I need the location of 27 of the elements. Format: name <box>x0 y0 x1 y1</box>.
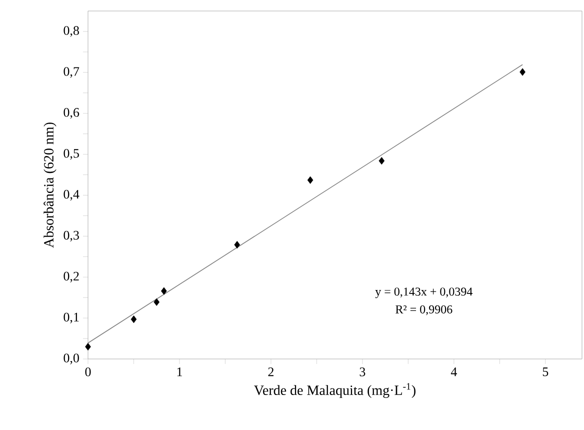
point <box>307 176 314 184</box>
x-tick-label: 0 <box>85 368 91 376</box>
y-tick-label: 0,4 <box>64 190 80 201</box>
point <box>520 68 526 76</box>
point <box>85 342 91 351</box>
y-tick-label: 0,3 <box>64 230 79 242</box>
point <box>234 240 240 249</box>
x-tick-label: 2 <box>268 368 274 376</box>
point <box>161 287 167 295</box>
y-axis-title: Absorbância (620 nm) <box>44 122 56 248</box>
x-tick-label: 3 <box>360 368 366 376</box>
point <box>130 315 137 324</box>
annotation: y = 0,143x + 0,0394 <box>375 288 472 298</box>
x-axis-title: Verde de Malaquita (mg·L$^{-1}$) <box>254 383 416 398</box>
y-tick-label: 0,0 <box>64 354 79 364</box>
y-tick-label: 0,2 <box>64 272 79 282</box>
point <box>154 298 160 306</box>
x-tick-label: 5 <box>542 368 548 376</box>
y-tick-label: 0,6 <box>64 108 80 119</box>
x-tick-label: 1 <box>177 368 182 376</box>
y-tick-label: 0,8 <box>64 26 79 37</box>
annotation: R² = 0,9906 <box>396 305 452 316</box>
x-tick-label: 4 <box>450 368 457 376</box>
y-tick-label: 0,5 <box>64 148 79 160</box>
y-tick-label: 0,1 <box>64 312 79 324</box>
point <box>378 157 385 165</box>
y-tick-label: 0,7 <box>64 67 80 78</box>
